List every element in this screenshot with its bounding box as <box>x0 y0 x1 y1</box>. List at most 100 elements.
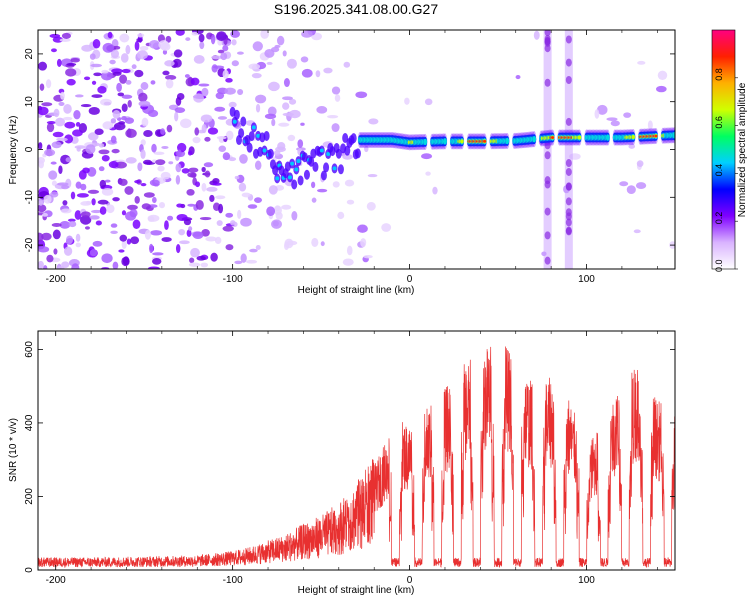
noise-blob <box>141 117 149 127</box>
noise-blob <box>636 160 644 167</box>
noise-blob <box>121 116 127 121</box>
colorbar-tick-label: 0.2 <box>714 212 724 225</box>
noise-blob <box>300 56 309 63</box>
noise-blob <box>89 215 100 220</box>
noise-blob <box>66 78 76 86</box>
noise-blob <box>51 141 62 149</box>
noise-blob <box>311 181 316 189</box>
noise-blob <box>346 199 355 205</box>
noise-blob <box>136 38 143 43</box>
noise-blob <box>149 179 160 187</box>
noise-blob <box>204 136 211 142</box>
noise-blob <box>38 246 50 253</box>
noise-blob <box>101 154 110 162</box>
noise-blob <box>92 38 101 49</box>
noise-blob <box>231 60 239 67</box>
noise-blob <box>124 117 134 124</box>
noise-blob <box>237 88 244 96</box>
noise-blob <box>42 212 48 217</box>
noise-blob <box>432 186 438 195</box>
noise-blob <box>186 189 195 196</box>
noise-blob <box>286 58 297 69</box>
noise-blob <box>191 31 199 36</box>
noise-blob <box>275 211 283 220</box>
noise-blob <box>46 122 55 133</box>
noise-blob <box>166 215 174 221</box>
noise-blob <box>181 168 190 174</box>
noise-blob <box>274 44 281 48</box>
ridge-core <box>332 166 337 171</box>
band-peak <box>483 139 487 143</box>
noise-blob <box>157 165 165 172</box>
noise-blob <box>72 129 83 137</box>
noise-blob <box>204 170 211 178</box>
streak-blob <box>544 151 551 160</box>
streak-blob <box>544 37 551 46</box>
noise-blob <box>38 160 45 169</box>
noise-blob <box>424 98 433 106</box>
y-tick-label: 400 <box>24 414 35 431</box>
ridge-blob <box>308 156 315 167</box>
noise-blob <box>84 226 90 230</box>
noise-blob <box>184 74 190 78</box>
snr-x-label: Height of straight line (km) <box>298 585 415 596</box>
noise-blob <box>331 123 340 133</box>
noise-blob <box>136 50 148 60</box>
band-core <box>577 135 582 140</box>
noise-blob <box>367 173 378 178</box>
noise-blob <box>110 49 120 59</box>
noise-blob <box>656 85 667 93</box>
noise-blob <box>112 261 119 269</box>
noise-blob <box>228 101 237 108</box>
noise-blob <box>140 139 146 146</box>
noise-blob <box>254 160 262 171</box>
noise-blob <box>143 192 155 198</box>
noise-blob <box>606 117 618 121</box>
band-inner <box>672 131 675 139</box>
noise-blob <box>110 223 118 228</box>
noise-blob <box>188 226 193 232</box>
noise-blob <box>206 186 218 192</box>
noise-blob <box>175 175 181 185</box>
noise-blob <box>75 122 81 127</box>
noise-blob <box>186 229 192 237</box>
noise-blob <box>48 170 58 180</box>
noise-blob <box>140 82 149 90</box>
noise-blob <box>273 150 281 156</box>
band-core <box>631 135 636 140</box>
streak-blob <box>544 207 551 216</box>
noise-blob <box>101 253 113 264</box>
noise-blob <box>222 69 229 79</box>
noise-blob <box>53 248 58 255</box>
noise-blob <box>58 165 63 175</box>
ridge-blob <box>342 132 349 143</box>
noise-blob <box>107 31 113 39</box>
noise-blob <box>174 111 179 122</box>
x-tick-label: -100 <box>223 274 243 285</box>
noise-blob <box>53 108 60 118</box>
noise-blob <box>237 51 244 55</box>
noise-blob <box>44 149 56 157</box>
noise-blob <box>159 202 166 209</box>
noise-blob <box>150 80 156 85</box>
colorbar-ticks: 0.0 0.2 0.4 0.6 0.8 <box>714 68 738 272</box>
noise-blob <box>166 124 173 133</box>
ridge-core <box>296 159 301 164</box>
noise-blob <box>161 237 172 242</box>
streak-blob <box>565 212 572 221</box>
noise-blob <box>41 232 52 241</box>
noise-blob <box>176 203 184 208</box>
noise-blob <box>596 104 608 115</box>
noise-blob <box>282 50 287 57</box>
noise-blob <box>287 134 296 142</box>
noise-blob <box>175 163 182 173</box>
ridge-blob <box>240 116 247 127</box>
vertical-streak <box>543 30 552 269</box>
noise-blob <box>121 210 127 216</box>
noise-blob <box>364 145 369 153</box>
noise-blob <box>110 135 117 144</box>
noise-blob <box>225 130 234 141</box>
noise-blob <box>266 206 276 217</box>
noise-blob <box>158 40 170 50</box>
noise-blob <box>231 39 237 46</box>
